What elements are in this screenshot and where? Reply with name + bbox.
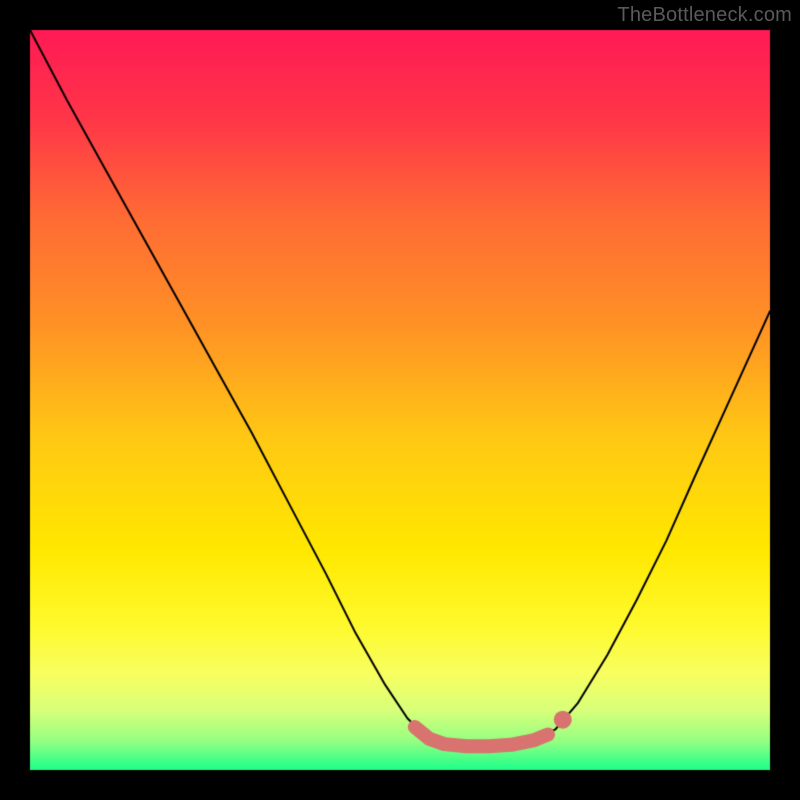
bottleneck-curve-chart — [0, 0, 800, 800]
watermark-text: TheBottleneck.com — [617, 4, 792, 27]
chart-container: TheBottleneck.com — [0, 0, 800, 800]
